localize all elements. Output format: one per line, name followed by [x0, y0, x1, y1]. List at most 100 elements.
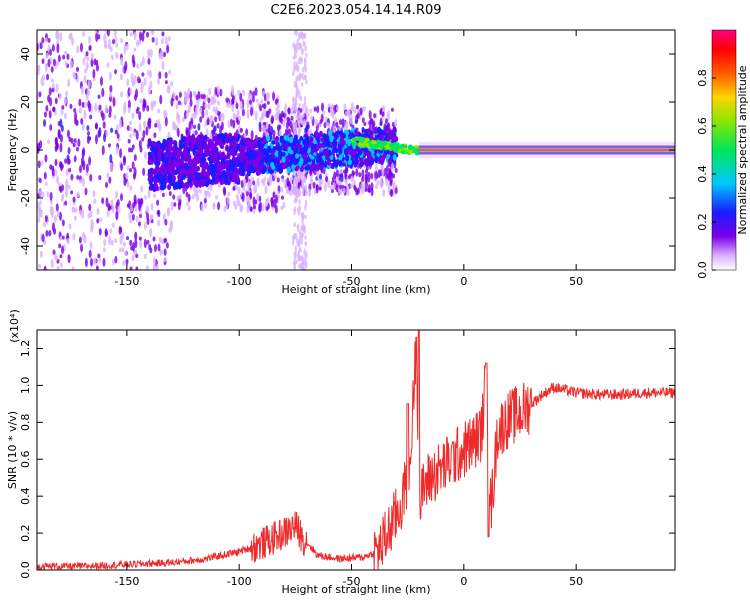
spectrogram-cell [176, 195, 180, 202]
spectrogram-cell [325, 176, 329, 183]
spectrogram-cell [315, 156, 320, 164]
spectrogram-cell [98, 127, 102, 137]
spectrogram-cell [400, 150, 406, 155]
spectrogram-cell [162, 139, 167, 145]
spectrogram-cell [47, 37, 51, 43]
spectrogram-cell [275, 106, 279, 112]
spectrogram-cell [89, 173, 93, 182]
spectrogram-cell [195, 94, 199, 101]
spectrogram-cell [161, 154, 166, 163]
spectrogram-cell [392, 126, 397, 133]
spectrogram-cell [158, 236, 162, 244]
spectrogram-cell [382, 189, 386, 198]
spectrogram-cell [304, 262, 307, 269]
y-tick-label: 0 [19, 147, 32, 154]
spectrogram-cell [132, 131, 136, 137]
spectrogram-cell [280, 186, 284, 193]
spectrogram-cell [55, 30, 59, 40]
spectrogram-cell [169, 224, 173, 232]
spectrogram-cell [82, 57, 86, 66]
spectrogram-cell [385, 177, 389, 187]
spectrogram-cell [125, 43, 129, 51]
spectrogram-cell [379, 134, 384, 141]
spectrogram-cell [255, 163, 260, 172]
spectrogram-cell [207, 102, 211, 110]
spectrogram-cell [46, 73, 50, 81]
spectrogram-cell [88, 35, 92, 45]
y-tick-label: -40 [19, 237, 32, 255]
spectrogram-cell [226, 152, 231, 160]
x-tick-label: -150 [114, 575, 139, 588]
spectrogram-cell [203, 197, 207, 204]
spectrogram-cell [305, 124, 309, 133]
spectrogram-cell [111, 258, 115, 266]
spectrogram-cell [108, 105, 112, 115]
spectrogram-cell [393, 147, 399, 152]
spectrogram-cell [212, 169, 217, 176]
spectrogram-cell [232, 119, 236, 129]
spectrogram-cell [86, 125, 90, 131]
spectrogram-cell [305, 135, 310, 141]
spectrogram-cell [294, 96, 297, 103]
spectrogram-cell [52, 249, 56, 255]
spectrogram-cell [145, 265, 149, 270]
spectrogram-cell [293, 134, 298, 140]
spectrogram-cell [271, 140, 276, 145]
spectrogram-cell [169, 151, 174, 158]
spectrogram-cell [167, 139, 172, 148]
spectrogram-cell [92, 77, 96, 82]
spectrogram-cell [79, 42, 83, 53]
spectrogram-cell [122, 241, 126, 247]
spectrogram-cell [364, 187, 368, 192]
spectrogram-cell [364, 137, 370, 142]
spectrogram-cell [147, 189, 151, 199]
spectrogram-cell [339, 168, 343, 174]
spectrogram-cell [164, 36, 168, 46]
spectrogram-cell [58, 211, 62, 221]
spectrogram-cell [126, 203, 130, 208]
spectrogram-cell [38, 91, 42, 98]
spectrogram-cell [162, 173, 167, 181]
spectrogram-cell [141, 137, 145, 142]
spectrogram-cell [298, 198, 301, 206]
spectrogram-cell [66, 53, 70, 60]
spectrogram-cell [326, 157, 331, 166]
spectrogram-cell [300, 224, 303, 231]
spectrogram-cell [87, 80, 91, 89]
spectrogram-cell [294, 233, 298, 240]
spectrogram-cell [167, 85, 171, 90]
spectrogram-cell [302, 40, 305, 47]
spectrogram-cell [260, 142, 265, 149]
spectrogram-cell [334, 131, 339, 140]
spectrogram-cell [288, 182, 292, 192]
spectrogram-cell [360, 182, 364, 189]
spectrogram-cell [186, 93, 190, 101]
snr-frame [36, 329, 676, 571]
spectrogram-cell [239, 127, 243, 133]
spectrogram-cell [266, 100, 270, 105]
spectrogram-cell [297, 256, 301, 262]
spectrogram-cell [201, 109, 205, 119]
spectrogram-cell [99, 217, 103, 223]
spectrogram-cell [302, 112, 305, 118]
spectrogram-cell [293, 30, 297, 36]
spectrogram-cell [320, 102, 324, 112]
spectrogram-cell [324, 135, 329, 142]
spectrogram-cell [344, 110, 348, 117]
spectrogram-cell [322, 110, 326, 115]
y-tick-label: 0.8 [19, 414, 32, 432]
spectrogram-cell [149, 215, 153, 221]
spectrogram-cell [224, 178, 229, 184]
spectrogram-cell [81, 176, 85, 187]
spectrogram-cell [154, 183, 159, 192]
spectrogram-cell [71, 206, 75, 213]
spectrogram-cell [98, 228, 102, 236]
spectrogram-cell [124, 250, 128, 257]
spectrogram-cell [163, 51, 167, 58]
spectrogram-cell [355, 168, 359, 177]
spectrogram-cell [116, 132, 120, 139]
spectrogram-cell [350, 102, 354, 112]
spectrogram-cell [39, 140, 43, 149]
spectrogram-cell [390, 162, 394, 172]
spectrogram-cell [227, 191, 231, 197]
